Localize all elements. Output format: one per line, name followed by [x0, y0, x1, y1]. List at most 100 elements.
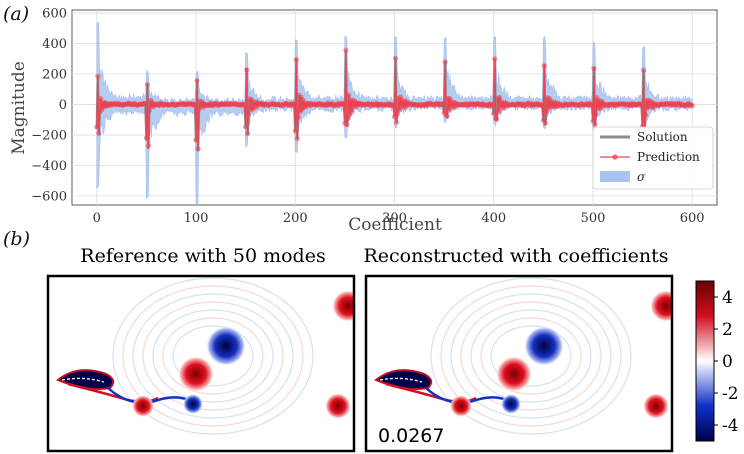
y-tick-label: 400	[42, 37, 67, 52]
colorbar: 4 2 0 -2 -4	[695, 280, 739, 442]
prediction-point	[642, 112, 649, 118]
prediction-point	[491, 110, 497, 117]
prediction-point	[96, 130, 102, 136]
colorbar-tick-label: 0	[722, 352, 733, 372]
prediction-point	[492, 56, 498, 62]
prediction-point	[98, 96, 104, 102]
panel-b-label: (b)	[3, 228, 30, 250]
prediction-point	[490, 101, 496, 107]
y-ticks: −600 −400 −200 0 200 400 600	[31, 7, 67, 205]
y-tick-label: −600	[31, 189, 67, 204]
prediction-point	[143, 135, 150, 141]
prediction-point	[440, 101, 446, 107]
field-wave	[450, 293, 612, 419]
prediction-point	[94, 124, 100, 130]
prediction-point	[95, 73, 101, 79]
prediction-point	[591, 65, 597, 71]
prediction-point	[542, 120, 548, 126]
colorbar-tick-label: 4	[722, 288, 733, 308]
y-tick-label: 0	[59, 98, 67, 113]
y-axis-label: Magnitude	[9, 61, 29, 155]
legend-sigma-label: σ	[637, 170, 646, 184]
prediction-point	[195, 146, 201, 152]
prediction-point	[496, 109, 502, 115]
vortex-red-mid	[178, 356, 214, 392]
vortex-blue-large	[206, 326, 246, 366]
x-tick-label: 400	[481, 211, 506, 226]
prediction-point	[243, 124, 249, 130]
prediction-point	[293, 56, 299, 63]
reconstructed-field-frame	[364, 274, 674, 453]
colorbar-ticks: 4 2 0 -2 -4	[714, 288, 739, 436]
field-wave	[162, 317, 264, 395]
prediction-point	[592, 121, 598, 127]
vortex-blue-small	[501, 394, 521, 414]
x-ticks: 0 100 200 300 400 500 600	[93, 211, 705, 226]
reference-field-frame	[46, 274, 356, 453]
field-wave	[172, 325, 254, 387]
field-wave	[142, 301, 284, 411]
field-wave	[122, 285, 304, 427]
prediction-point	[593, 112, 599, 118]
reconstructed-field	[366, 276, 672, 451]
field-wave	[470, 309, 592, 403]
prediction-point	[640, 67, 647, 73]
legend-solution-label: Solution	[637, 130, 688, 144]
prediction-point	[392, 55, 399, 61]
vortex-red-small	[132, 395, 154, 417]
prediction-point	[346, 92, 352, 98]
reconstructed-field-title: Reconstructed with coefficients	[363, 245, 668, 267]
prediction-point	[444, 113, 450, 119]
x-tick-label: 100	[184, 211, 209, 226]
prediction-point	[349, 109, 355, 115]
prediction-point	[246, 111, 252, 117]
vortex-red-right	[643, 393, 669, 419]
prediction-point	[193, 137, 199, 143]
prediction-point	[345, 115, 351, 121]
field-wave	[440, 285, 622, 427]
airfoil-surface	[61, 377, 105, 383]
legend-sigma-swatch	[600, 171, 630, 182]
airfoil-surface	[379, 377, 423, 383]
legend-prediction-label: Prediction	[637, 150, 700, 164]
prediction-point	[192, 101, 198, 107]
prediction-point	[291, 101, 297, 108]
x-tick-label: 200	[283, 211, 308, 226]
x-axis-label: Coefficient	[348, 215, 442, 235]
vortex-red-edge	[650, 290, 672, 322]
colorbar-gradient	[695, 280, 715, 442]
x-tick-label: 0	[93, 211, 101, 226]
prediction-point	[294, 136, 300, 142]
legend-prediction-marker	[612, 154, 618, 160]
prediction-point	[300, 97, 306, 103]
coefficient-chart: 0 100 200 300 400 500 600 −600 −400 −200 0 200 400 6…	[9, 7, 718, 235]
prediction-point	[394, 111, 401, 117]
prediction-point	[539, 103, 545, 109]
vortex-blue-small	[183, 394, 203, 414]
prediction-point	[393, 119, 400, 126]
vortex-blue-large	[524, 326, 564, 366]
colorbar-tick-label: -2	[722, 384, 739, 404]
field-wave	[460, 301, 602, 411]
field-wave	[490, 325, 572, 387]
x-tick-label: 500	[581, 211, 606, 226]
prediction-point	[344, 122, 350, 128]
panel-a-label: (a)	[3, 3, 29, 25]
colorbar-tick-label: -4	[722, 416, 739, 436]
legend: Solution Prediction σ	[592, 126, 714, 190]
prediction-point	[689, 103, 695, 109]
colorbar-tick-label: 2	[722, 320, 733, 340]
reference-field-title: Reference with 50 modes	[80, 245, 325, 267]
prediction-point	[341, 101, 347, 107]
prediction-point	[194, 78, 200, 84]
y-tick-label: 600	[42, 7, 67, 22]
prediction-point	[244, 67, 250, 73]
field-wave	[152, 309, 274, 403]
vortex-red-edge	[332, 290, 354, 322]
y-tick-label: −200	[31, 128, 67, 143]
field-wave	[112, 277, 314, 435]
y-tick-label: −400	[31, 159, 67, 174]
prediction-point	[245, 130, 251, 137]
x-tick-label: 300	[382, 211, 407, 226]
prediction-point	[589, 101, 595, 107]
